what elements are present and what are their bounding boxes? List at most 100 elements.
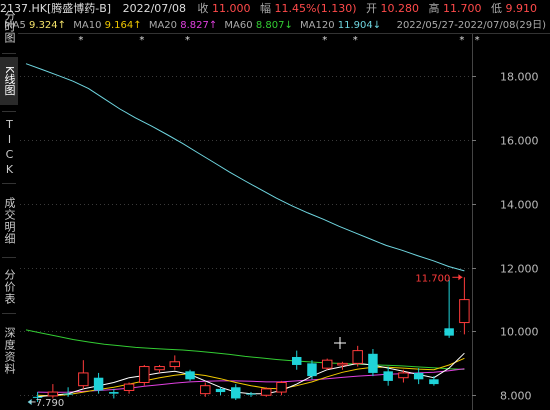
candle-body — [246, 393, 256, 395]
candle — [246, 392, 256, 397]
low-price-label: 7.790 — [36, 398, 65, 409]
candle — [429, 376, 439, 386]
sidebar-item-intraday[interactable]: 分时图 — [0, 0, 18, 50]
price-axis: 18.000 16.000 14.000 12.000 10.000 8.000 — [472, 71, 539, 403]
candle — [383, 366, 393, 386]
event-star-marker: * — [185, 35, 190, 46]
candle-body — [321, 359, 333, 369]
ma20-value: 8.827↑ — [180, 20, 218, 31]
candle — [139, 364, 150, 386]
sidebar-item-kline[interactable]: K线图 — [0, 57, 18, 105]
candle — [398, 369, 409, 383]
candle — [413, 368, 424, 385]
event-star-marker: * — [459, 35, 464, 46]
candle-body — [276, 381, 287, 393]
ma5-label: MA5 — [4, 20, 26, 31]
candle — [321, 358, 333, 370]
event-star-marker: * — [78, 35, 83, 46]
candle — [123, 382, 135, 394]
change-value: 11.45%(1.130) — [274, 2, 357, 15]
ma120-label: MA120 — [300, 20, 335, 31]
candles — [32, 277, 470, 402]
ma60-line — [25, 329, 465, 370]
candle-body — [32, 396, 43, 398]
candle-body — [261, 388, 272, 396]
low-value: 9.910 — [505, 2, 538, 15]
kline-chart[interactable]: * * * * * * * 18.000 16.000 14.000 12.000 10.000 8.… — [18, 33, 550, 410]
candle — [276, 380, 287, 396]
ma120-line — [25, 63, 465, 272]
event-star-marker: * — [353, 35, 358, 46]
candle — [307, 360, 317, 380]
candle-body — [444, 328, 454, 336]
candle-body — [169, 361, 181, 368]
sidebar-divider — [2, 257, 16, 258]
grid-lines — [18, 33, 550, 410]
open-value: 10.280 — [380, 2, 420, 15]
view-sidebar: 分时图 K线图 TICK 成交明细 分价表 深度资料 — [0, 10, 18, 410]
candle — [200, 382, 211, 397]
candle-body — [215, 388, 226, 393]
high-price-label: 11.700 — [415, 273, 450, 284]
ma20-line — [37, 368, 465, 393]
candle-body — [154, 366, 165, 371]
candle-body — [78, 372, 89, 387]
ma-legend: MA5 9.324↑ MA10 9.164↑ MA20 8.827↑ MA60 … — [0, 18, 550, 33]
candle — [109, 388, 119, 399]
close-label: 收 — [197, 2, 209, 15]
y-tick-label: 10.000 — [500, 326, 539, 339]
ma60-label: MA60 — [224, 20, 253, 31]
candle-body — [291, 356, 302, 365]
candle — [337, 361, 348, 370]
candle-body — [337, 362, 348, 366]
symbol-name: 2137.HK[腾盛博药-B] — [0, 2, 112, 15]
ma60-value: 8.807↓ — [255, 20, 293, 31]
candle-body — [63, 393, 73, 395]
y-tick-label: 14.000 — [500, 199, 539, 212]
candle — [352, 345, 363, 367]
candle — [32, 392, 43, 402]
event-star-marker: * — [139, 35, 144, 46]
sidebar-label-tick: TICK — [3, 118, 16, 178]
sidebar-item-tick[interactable]: TICK — [0, 117, 18, 179]
sidebar-label-kline: K线图 — [3, 66, 16, 96]
sidebar-label-price-table: 分价表 — [3, 269, 16, 305]
candle — [368, 349, 378, 377]
candle — [47, 384, 59, 399]
y-tick-label: 18.000 — [500, 71, 539, 84]
candle-body — [413, 372, 424, 380]
y-tick-label: 8.000 — [500, 390, 532, 403]
ma10-line — [37, 357, 465, 397]
sidebar-label-depth: 深度资料 — [3, 327, 16, 375]
candle — [93, 372, 104, 394]
crosshair-cursor — [334, 337, 346, 349]
candle — [444, 277, 454, 338]
candle-body — [307, 363, 317, 377]
price-annotations: 11.700 7.790 — [27, 273, 463, 409]
candle-body — [93, 377, 104, 391]
candle — [185, 369, 195, 381]
candle-body — [352, 350, 363, 364]
ma10-value: 9.164↑ — [104, 20, 142, 31]
ma20-label: MA20 — [148, 20, 178, 31]
low-label: 低 — [491, 2, 503, 15]
date-range: 2022/05/27-2022/07/08(29日) — [396, 20, 546, 31]
close-value: 11.000 — [211, 2, 251, 15]
quote-header: 2137.HK[腾盛博药-B] 2022/07/08 收 11.000 幅 11… — [0, 0, 550, 18]
candle-body — [200, 385, 211, 395]
event-star-marker: * — [475, 35, 480, 46]
ma5-value: 9.324↑ — [29, 20, 67, 31]
sidebar-item-trades[interactable]: 成交明细 — [0, 189, 18, 253]
candle-body — [459, 299, 470, 324]
sidebar-divider — [2, 183, 16, 184]
candle-body — [398, 372, 409, 379]
high-pointer-arrow — [458, 274, 463, 281]
candle-body — [383, 371, 393, 381]
sidebar-item-price-table[interactable]: 分价表 — [0, 263, 18, 311]
high-value: 11.700 — [443, 2, 482, 15]
candle — [291, 350, 302, 370]
quote-date: 2022/07/08 — [122, 2, 186, 15]
sidebar-divider — [2, 313, 16, 314]
sidebar-item-depth[interactable]: 深度资料 — [0, 319, 18, 383]
candle-body — [185, 371, 195, 380]
